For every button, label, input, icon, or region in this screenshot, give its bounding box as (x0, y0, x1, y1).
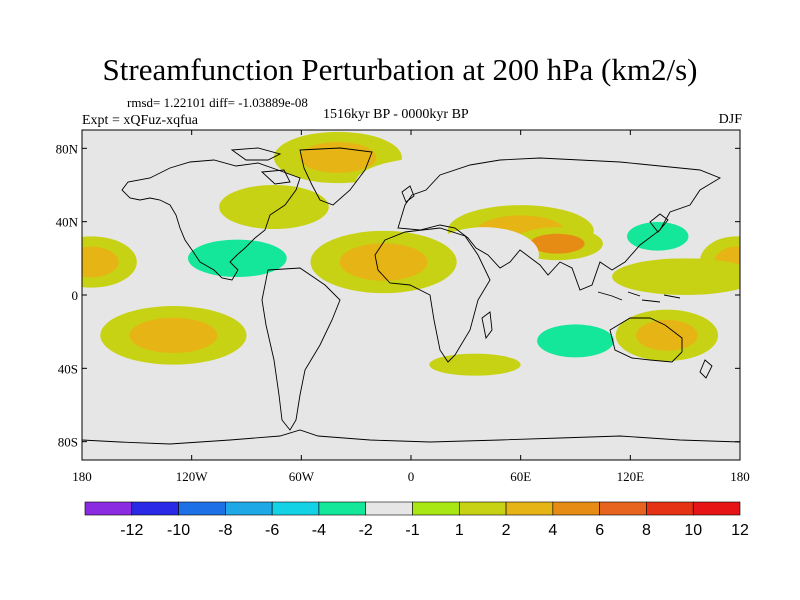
colorbar-box (84, 501, 133, 516)
anomaly-outer-18 (429, 353, 521, 376)
anomaly-core-9 (82, 246, 119, 278)
colorbar-box (692, 501, 741, 516)
y-tick-label: 80N (56, 141, 79, 156)
anomaly-core-0 (299, 142, 377, 173)
anomaly-core-19 (82, 392, 123, 411)
y-tick-label: 40S (58, 361, 78, 376)
anomaly-core-11 (188, 239, 287, 278)
coastline-japan (649, 213, 669, 233)
colorbar-box (131, 501, 179, 516)
colorbar-label: 12 (731, 522, 749, 539)
colorbar: -12 -10 -8 -6 -4 -2 -1 1 2 4 6 8 10 12 (84, 501, 749, 539)
coastline-south-america (261, 267, 341, 431)
colorbar-label: -8 (218, 522, 232, 539)
x-tick-label: 180 (730, 469, 750, 484)
colorbar-label: -1 (405, 522, 419, 539)
anomaly-core-7 (451, 238, 518, 272)
coastline-indonesia (597, 291, 681, 303)
colorbar-box (552, 501, 600, 516)
colorbar-box (271, 501, 320, 516)
colorbar-label: 1 (455, 522, 464, 539)
colorbar-box (505, 501, 554, 516)
y-tick-label: 40N (56, 215, 79, 230)
coastline-north-america (121, 159, 301, 281)
coastline-layer (82, 147, 740, 445)
x-tick-label: 60W (289, 469, 315, 484)
chart-title: Streamfunction Perturbation at 200 hPa (… (102, 52, 698, 87)
x-tick-label: 120E (617, 469, 645, 484)
colorbar-box (646, 501, 694, 516)
y-tick-label: 80S (58, 435, 78, 450)
coastline-new-zealand (699, 359, 713, 379)
colorbar-label: -12 (120, 522, 143, 539)
anomaly-core-2 (91, 189, 146, 225)
coastline-australia (609, 317, 683, 363)
colorbar-label: 4 (548, 522, 557, 539)
coastline-madagascar (481, 311, 493, 340)
coastline-arctic-islands (230, 147, 291, 185)
colorbar-label: 10 (684, 522, 702, 539)
colorbar-box (412, 501, 460, 516)
anomaly-core-3 (396, 165, 518, 197)
colorbar-label: -2 (359, 522, 373, 539)
colorbar-box (318, 501, 367, 516)
anomaly-core-17 (636, 319, 698, 351)
anomaly-outer-4 (520, 141, 667, 185)
coastline-antarctica (82, 429, 740, 445)
colorbar-box (599, 501, 647, 516)
colorbar-box (365, 501, 413, 516)
x-tick-label: 0 (408, 469, 415, 484)
x-tick-label: 60E (510, 469, 531, 484)
anomaly-core-21 (711, 393, 740, 410)
anomaly-core-14 (129, 317, 218, 353)
colorbar-label: -6 (265, 522, 279, 539)
colorbar-box (458, 501, 507, 516)
y-tick-label: 0 (72, 288, 79, 303)
colorbar-label: -10 (167, 522, 190, 539)
anomaly-core-12 (339, 243, 428, 281)
coastline-eurasia (397, 157, 722, 291)
colorbar-label: 2 (502, 522, 511, 539)
anomaly-core-15 (359, 314, 426, 342)
anomaly-core-20 (361, 393, 406, 410)
coastline-greenland (299, 147, 373, 206)
anomaly-core-16 (537, 324, 614, 358)
colorbar-box (225, 501, 273, 516)
stats-line: rmsd= 1.22101 diff= -1.03889e-08 (127, 95, 308, 110)
colorbar-label: 6 (595, 522, 604, 539)
colorbar-label: 8 (642, 522, 651, 539)
period-label: 1516kyr BP - 0000kyr BP (323, 107, 469, 122)
colorbar-box (178, 501, 226, 516)
coastline-british-isles (401, 185, 415, 203)
anomaly-core-6 (529, 233, 585, 254)
axes-layer: 180 120W 60W 0 60E 120E 180 80N 40N 0 40S 80S (56, 130, 750, 484)
anomaly-outer-13 (612, 258, 740, 295)
x-tick-label: 180 (72, 469, 92, 484)
x-tick-label: 120W (176, 469, 209, 484)
colorbar-label: -4 (312, 522, 326, 539)
anomaly-outer-1 (219, 185, 329, 229)
anomaly-core-8 (627, 222, 689, 251)
season-label: DJF (718, 112, 742, 127)
coastline-africa (374, 227, 491, 363)
experiment-label: Expt = xQFuz-xqfua (82, 113, 198, 128)
